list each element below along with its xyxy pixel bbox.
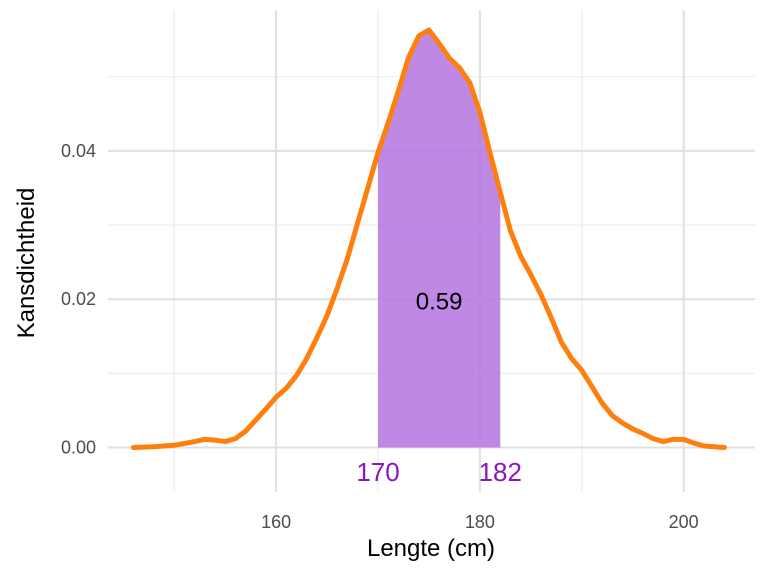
y-axis-title: Kansdichtheid [13, 188, 40, 339]
probability-label: 0.59 [416, 289, 463, 316]
x-tick-label: 180 [465, 512, 495, 532]
y-tick-label: 0.00 [61, 438, 96, 458]
y-tick-label: 0.02 [61, 289, 96, 309]
x-tick-label: 160 [261, 512, 291, 532]
shaded-probability-area [378, 30, 501, 448]
density-curve [130, 27, 727, 451]
x-axis-tick-labels: 160 180 200 [261, 512, 699, 532]
y-tick-label: 0.04 [61, 141, 96, 161]
shaded-probability-area-layer [378, 30, 501, 448]
lower-bound-label: 170 [356, 457, 399, 487]
upper-bound-label: 182 [479, 457, 522, 487]
x-axis-title: Lengte (cm) [367, 535, 495, 562]
density-curve-layer [130, 27, 727, 451]
x-tick-label: 200 [669, 512, 699, 532]
y-axis-tick-labels: 0.00 0.02 0.04 [61, 141, 96, 458]
